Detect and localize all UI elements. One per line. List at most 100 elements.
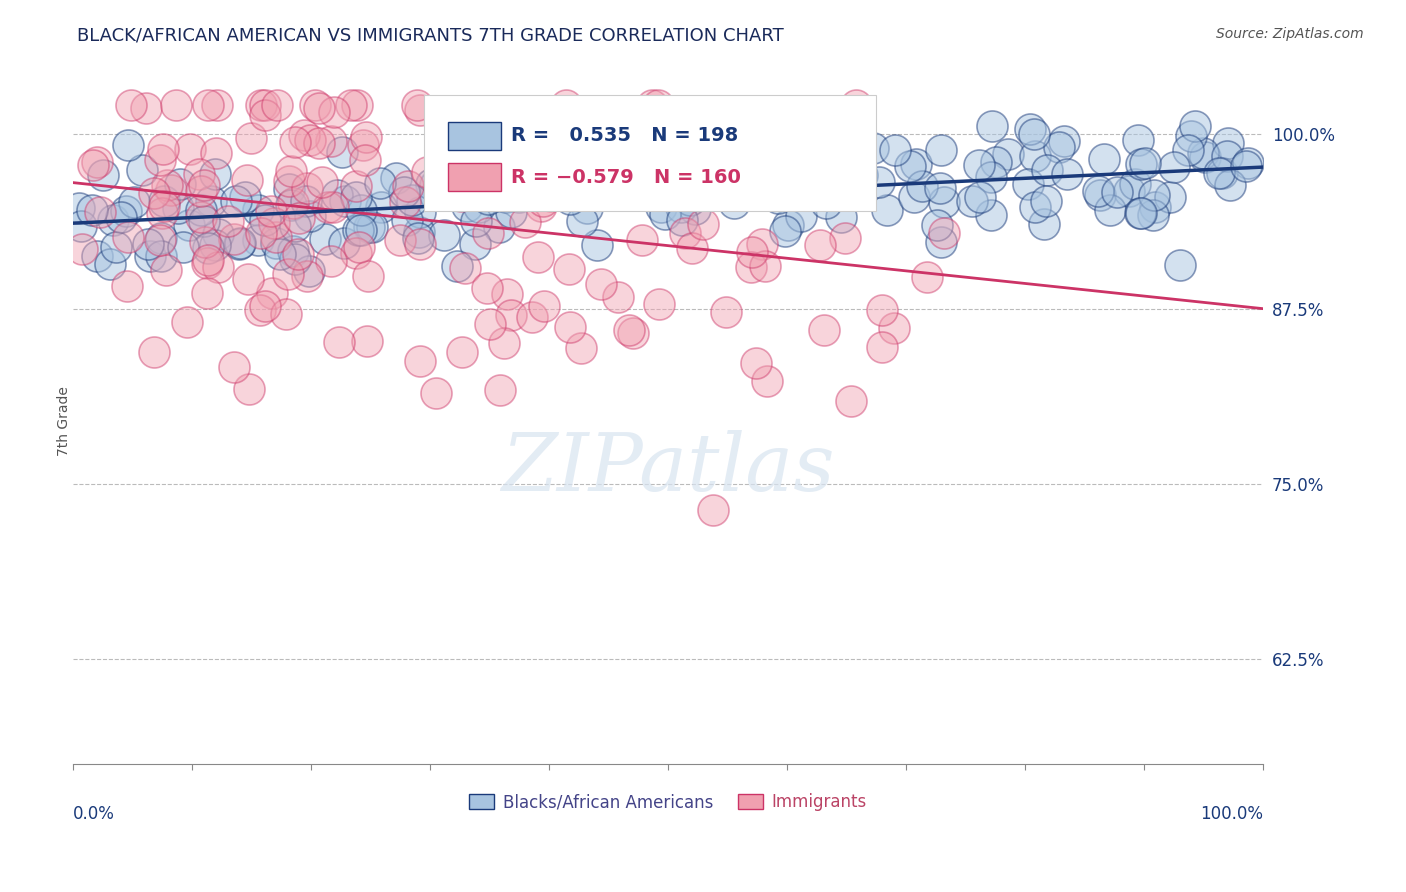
Point	[1125, 178, 1147, 192]
Point	[409, 237, 432, 252]
Point	[304, 98, 326, 112]
Point	[308, 101, 330, 115]
Point	[477, 193, 499, 207]
Point	[1056, 167, 1078, 181]
Point	[787, 156, 810, 170]
Point	[160, 183, 183, 197]
Point	[253, 213, 276, 227]
Bar	[447, 122, 502, 150]
Point	[550, 158, 572, 172]
Point	[82, 203, 104, 218]
Point	[205, 98, 228, 112]
Point	[1163, 160, 1185, 174]
Point	[531, 194, 554, 209]
Point	[179, 142, 201, 156]
Point	[225, 194, 247, 209]
Point	[446, 144, 468, 158]
Point	[288, 211, 311, 225]
Point	[1128, 133, 1150, 147]
Point	[440, 167, 463, 181]
Text: BLACK/AFRICAN AMERICAN VS IMMIGRANTS 7TH GRADE CORRELATION CHART: BLACK/AFRICAN AMERICAN VS IMMIGRANTS 7TH…	[77, 27, 785, 45]
Point	[699, 163, 721, 178]
Point	[190, 185, 212, 199]
Point	[326, 188, 349, 202]
Point	[499, 204, 522, 219]
Point	[1208, 166, 1230, 180]
Point	[477, 227, 499, 241]
Point	[775, 177, 797, 191]
Point	[253, 98, 276, 112]
Point	[785, 164, 807, 178]
Point	[384, 170, 406, 185]
Point	[1159, 190, 1181, 204]
Point	[153, 199, 176, 213]
Point	[730, 160, 752, 174]
Point	[745, 356, 768, 370]
Point	[240, 131, 263, 145]
Point	[311, 176, 333, 190]
Point	[607, 290, 630, 304]
Point	[723, 195, 745, 210]
Point	[217, 214, 239, 228]
Point	[686, 132, 709, 146]
Point	[406, 98, 429, 112]
Point	[425, 385, 447, 400]
Point	[117, 138, 139, 153]
Point	[434, 156, 457, 170]
Point	[499, 308, 522, 322]
Point	[605, 184, 627, 198]
Point	[848, 184, 870, 198]
Point	[259, 203, 281, 218]
Point	[546, 147, 568, 161]
Point	[122, 194, 145, 209]
Point	[1092, 152, 1115, 166]
Point	[475, 281, 498, 295]
Point	[595, 181, 617, 195]
Point	[681, 184, 703, 198]
Point	[884, 143, 907, 157]
Point	[295, 194, 318, 208]
Point	[401, 193, 423, 207]
Point	[344, 245, 367, 260]
Point	[540, 189, 562, 203]
Point	[1118, 184, 1140, 198]
Point	[984, 155, 1007, 169]
Point	[644, 172, 666, 186]
Point	[494, 335, 516, 350]
Point	[1129, 206, 1152, 220]
Point	[496, 286, 519, 301]
Point	[229, 235, 252, 250]
Point	[1022, 127, 1045, 141]
Point	[451, 344, 474, 359]
Point	[284, 135, 307, 149]
Point	[703, 183, 725, 197]
Point	[969, 190, 991, 204]
Point	[671, 213, 693, 227]
Point	[195, 286, 218, 301]
Point	[156, 178, 179, 193]
Point	[233, 190, 256, 204]
Point	[142, 186, 165, 200]
Bar	[447, 163, 502, 191]
Point	[714, 304, 737, 318]
Point	[498, 188, 520, 202]
Point	[193, 214, 215, 228]
Point	[204, 167, 226, 181]
Point	[1035, 194, 1057, 208]
Point	[1053, 134, 1076, 148]
Point	[1142, 208, 1164, 222]
Point	[654, 207, 676, 221]
Point	[86, 155, 108, 169]
Text: R = −0.579   N = 160: R = −0.579 N = 160	[510, 168, 741, 186]
Point	[488, 384, 510, 398]
Point	[981, 120, 1004, 134]
Point	[585, 238, 607, 252]
Point	[862, 141, 884, 155]
Point	[524, 180, 547, 194]
Point	[467, 200, 489, 214]
Point	[197, 98, 219, 112]
Point	[169, 178, 191, 192]
Point	[520, 179, 543, 194]
Point	[103, 213, 125, 227]
Point	[153, 194, 176, 208]
